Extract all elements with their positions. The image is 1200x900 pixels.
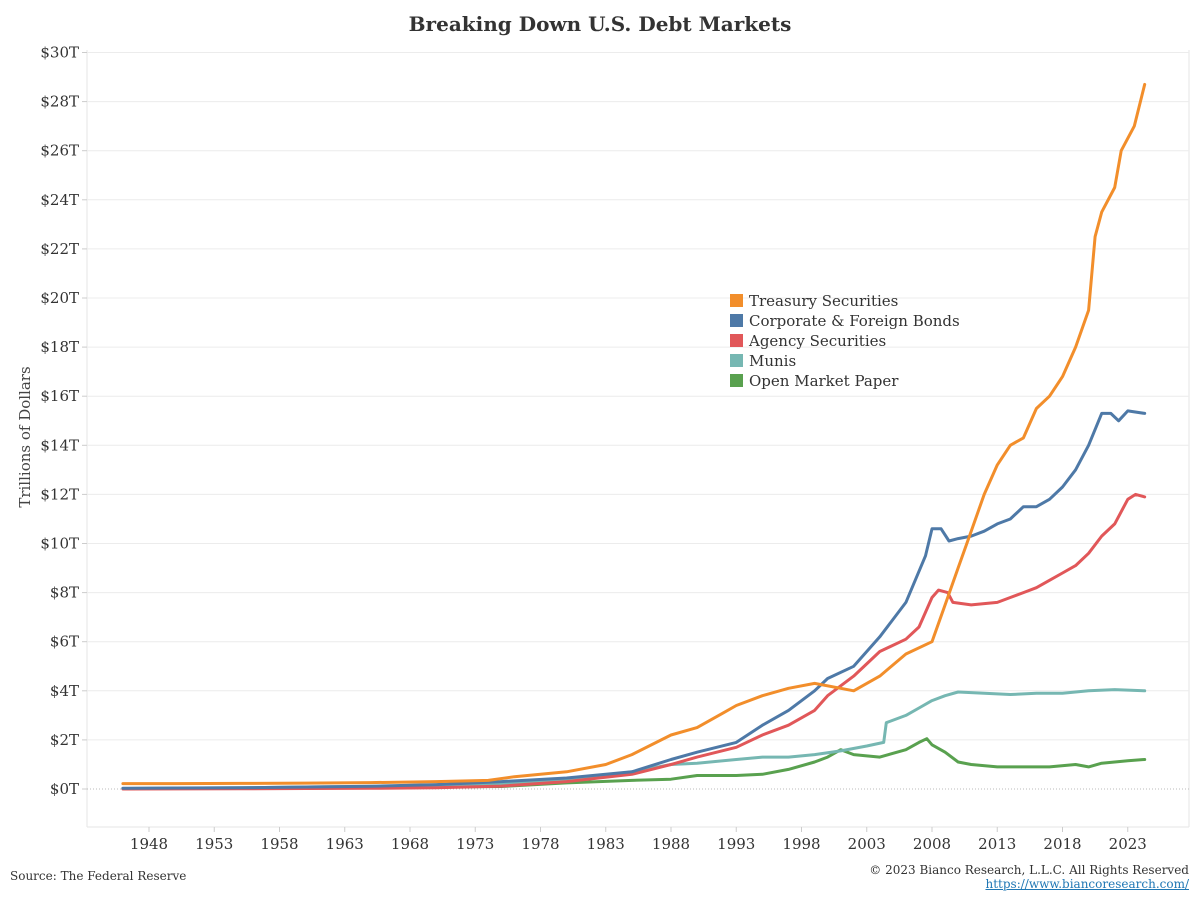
y-tick-label: $6T (50, 633, 79, 651)
y-tick-label: $22T (40, 240, 79, 258)
series-line-treasury-securities (121, 82, 1147, 786)
y-tick-label: $18T (40, 338, 79, 356)
x-tick-label: 1978 (521, 835, 559, 853)
x-tick-label: 1968 (391, 835, 429, 853)
x-tick-label: 1963 (326, 835, 364, 853)
y-tick-label: $4T (50, 682, 79, 700)
x-tick-label: 1948 (130, 835, 168, 853)
series-line-corporate-foreign-bonds (121, 409, 1147, 790)
y-tick-label: $2T (50, 731, 79, 749)
legend-swatch (730, 294, 743, 307)
x-tick-label: 2023 (1109, 835, 1147, 853)
series-line-open-market-paper (121, 737, 1147, 790)
legend-swatch (730, 334, 743, 347)
y-tick-label: $0T (50, 780, 79, 798)
legend-label: Open Market Paper (749, 372, 899, 390)
y-tick-label: $12T (40, 485, 79, 503)
x-tick-label: 2003 (848, 835, 886, 853)
y-tick-label: $26T (40, 142, 79, 160)
legend-swatch (730, 354, 743, 367)
x-tick-label: 1973 (456, 835, 494, 853)
x-tick-label: 2013 (978, 835, 1016, 853)
x-tick-label: 1953 (195, 835, 233, 853)
x-tick-label: 1993 (717, 835, 755, 853)
chart-title: Breaking Down U.S. Debt Markets (408, 12, 792, 36)
x-tick-label: 1958 (260, 835, 298, 853)
y-tick-label: $14T (40, 436, 79, 454)
legend-label: Agency Securities (748, 332, 886, 350)
legend-label: Corporate & Foreign Bonds (749, 312, 960, 330)
x-tick-label: 2008 (913, 835, 951, 853)
y-tick-label: $24T (40, 191, 79, 209)
x-tick-label: 1983 (587, 835, 625, 853)
series-lines (121, 82, 1147, 791)
y-tick-label: $16T (40, 387, 79, 405)
y-axis-label: Trillions of Dollars (16, 366, 34, 507)
y-axis-ticks: $0T $2T $4T $6T $8T $10T $12T $14T $16T $18T $20T $… (40, 44, 87, 798)
website-link[interactable]: https://www.biancoresearch.com/ (985, 877, 1189, 891)
legend-swatch (730, 374, 743, 387)
y-tick-label: $10T (40, 535, 79, 553)
copyright-note: © 2023 Bianco Research, L.L.C. All Right… (869, 863, 1189, 877)
legend-swatch (730, 314, 743, 327)
gridlines (86, 50, 1190, 828)
x-tick-label: 2018 (1043, 835, 1081, 853)
legend-label: Munis (749, 352, 796, 370)
legend-label: Treasury Securities (749, 292, 898, 310)
y-tick-label: $28T (40, 93, 79, 111)
source-note: Source: The Federal Reserve (10, 869, 187, 883)
x-tick-label: 1998 (782, 835, 820, 853)
y-tick-label: $30T (40, 44, 79, 62)
y-tick-label: $20T (40, 289, 79, 307)
legend: Treasury Securities Corporate & Foreign B… (730, 292, 960, 390)
x-axis-ticks: 1948 1953 1958 1963 1968 1973 1978 1983 1988 1993… (130, 827, 1147, 853)
series-line-agency-securities (121, 492, 1147, 791)
x-tick-label: 1988 (652, 835, 690, 853)
series-line-munis (121, 688, 1147, 790)
y-tick-label: $8T (50, 584, 79, 602)
